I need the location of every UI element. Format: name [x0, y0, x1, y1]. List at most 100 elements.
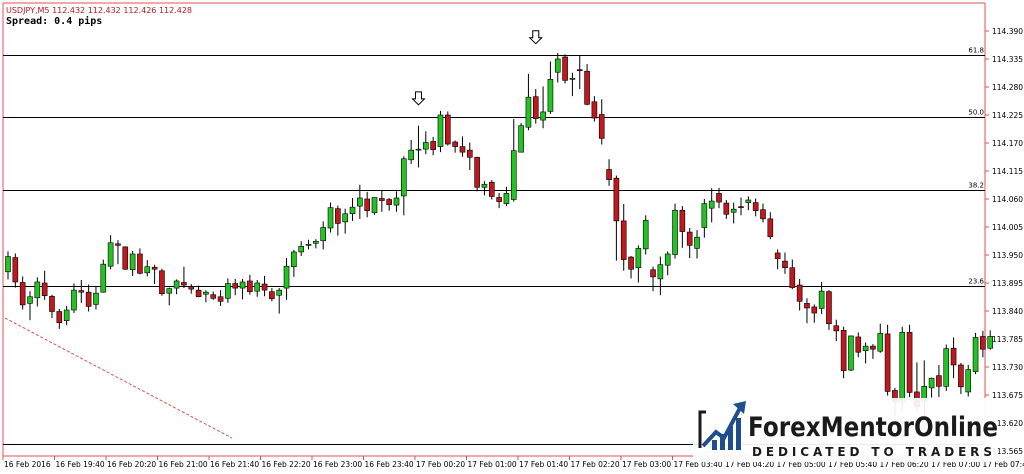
- candle-body: [511, 151, 516, 200]
- price-tick-label: 114.280: [992, 83, 1023, 92]
- candle-body: [86, 292, 91, 306]
- candle-body: [71, 290, 76, 310]
- candle-body: [760, 210, 765, 219]
- candle-body: [592, 102, 597, 118]
- candle-body: [137, 254, 142, 273]
- candle-body: [702, 204, 707, 228]
- candle-body: [804, 303, 809, 308]
- candle-body: [401, 159, 406, 196]
- time-tick-label: 16 Feb 20:20: [107, 460, 156, 469]
- candle-body: [196, 290, 201, 297]
- candle-body: [152, 267, 157, 269]
- candle-body: [841, 330, 846, 370]
- candle-body: [335, 209, 340, 224]
- candle-body: [211, 295, 216, 299]
- time-tick-label: 16 Feb 21:00: [159, 460, 208, 469]
- bear-candle: [159, 269, 164, 296]
- bear-candle: [826, 290, 831, 330]
- candle-body: [599, 114, 604, 138]
- candle-body: [313, 241, 318, 243]
- candle-body: [255, 283, 260, 291]
- bull-candle: [944, 345, 949, 391]
- candle-body: [453, 142, 458, 147]
- bull-candle: [438, 111, 443, 152]
- candle-body: [826, 292, 831, 324]
- time-tick-label: 17 Feb 01:00: [468, 460, 517, 469]
- candle-body: [321, 228, 326, 241]
- price-tick-label: 114.225: [992, 111, 1023, 120]
- candle-body: [753, 203, 758, 211]
- candle-body: [724, 203, 729, 214]
- candle-body: [797, 285, 802, 301]
- price-tick-label: 114.335: [992, 55, 1023, 64]
- time-tick-label: 16 Feb 2016: [4, 460, 51, 469]
- candle-body: [299, 246, 304, 252]
- price-tick-label: 113.730: [992, 363, 1023, 372]
- candle-body: [709, 201, 714, 208]
- candle-body: [570, 78, 575, 79]
- fib-level-label: 50.0: [968, 109, 984, 117]
- candle-body: [343, 214, 348, 222]
- candle-body: [181, 282, 186, 285]
- candle-body: [585, 71, 590, 104]
- candle-body: [497, 197, 502, 201]
- candle-body: [768, 219, 773, 237]
- fib-level-label: 61.8: [968, 47, 984, 55]
- candle-body: [123, 247, 128, 269]
- candle-body: [966, 370, 971, 392]
- time-tick-label: 17 Feb 00:20: [416, 460, 465, 469]
- candle-body: [739, 207, 744, 208]
- price-tick-label: 114.390: [992, 27, 1023, 36]
- price-tick-label: 114.115: [992, 167, 1023, 176]
- candle-body: [907, 332, 912, 392]
- candle-body: [958, 365, 963, 387]
- brand-logo: ForexMentorOnline DEDICATED TO TRADERS: [693, 398, 998, 462]
- bear-candle: [885, 325, 890, 396]
- candle-body: [269, 292, 274, 299]
- bear-candle: [563, 54, 568, 83]
- price-tick-label: 113.840: [992, 307, 1023, 316]
- bull-candle: [101, 260, 106, 293]
- candle-body: [6, 257, 11, 272]
- candle-body: [225, 284, 230, 299]
- candle-body: [541, 112, 546, 120]
- bull-candle: [966, 365, 971, 397]
- candle-body: [284, 266, 289, 288]
- candle-body: [409, 150, 414, 160]
- candle-body: [980, 336, 985, 349]
- candle-body: [607, 169, 612, 179]
- candle-body: [870, 346, 875, 349]
- candle-body: [101, 264, 106, 292]
- candle-body: [936, 376, 941, 387]
- candle-body: [973, 337, 978, 371]
- bear-candle: [489, 180, 494, 199]
- candle-body: [438, 115, 443, 147]
- candle-body: [944, 349, 949, 387]
- candle-body: [548, 79, 553, 111]
- bull-candle: [973, 333, 978, 374]
- bull-candle: [519, 123, 524, 152]
- candle-body: [64, 310, 69, 321]
- candle-body: [489, 182, 494, 196]
- time-tick-label: 17 Feb 02:20: [571, 460, 620, 469]
- bear-candle: [123, 246, 128, 269]
- candle-body: [878, 333, 883, 351]
- candle-body: [115, 244, 120, 246]
- candle-body: [482, 184, 487, 187]
- candle-body: [27, 297, 32, 304]
- candle-body: [306, 244, 311, 245]
- candle-body: [673, 210, 678, 254]
- candle-body: [658, 265, 663, 279]
- candle-body: [467, 150, 472, 157]
- candle-body: [108, 243, 113, 266]
- candle-body: [665, 254, 670, 265]
- candle-body: [929, 378, 934, 388]
- bull-candle: [643, 215, 648, 254]
- candle-body: [387, 200, 392, 205]
- candle-body: [621, 221, 626, 260]
- candle-body: [57, 312, 62, 323]
- bull-candle: [673, 204, 678, 259]
- candle-body: [35, 282, 40, 298]
- candle-body: [695, 237, 700, 248]
- bear-candle: [475, 157, 480, 192]
